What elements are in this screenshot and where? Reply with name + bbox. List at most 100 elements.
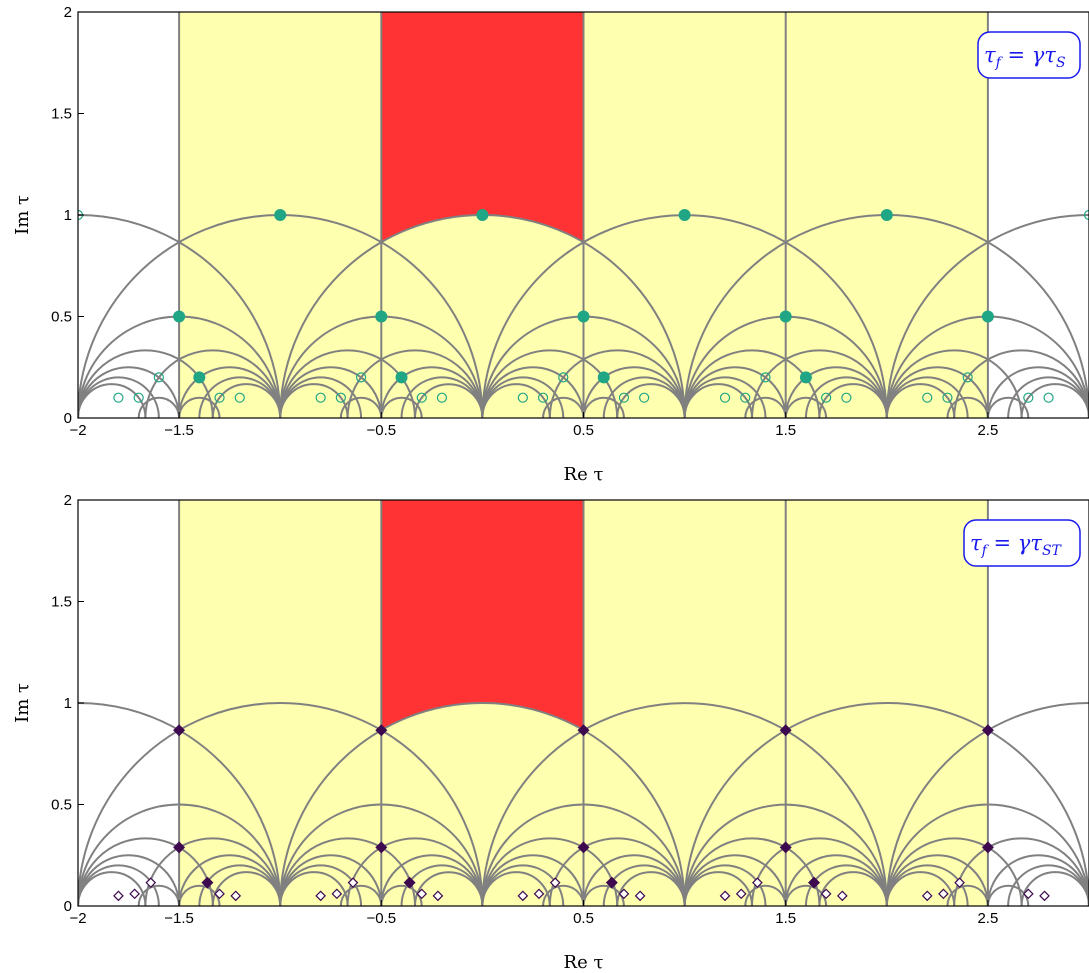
geodesic-arc [211, 871, 282, 906]
point [173, 724, 186, 737]
point [1039, 890, 1050, 902]
geodesic-arc [279, 702, 686, 906]
geodesic-arc [683, 349, 821, 418]
point [821, 392, 832, 403]
annotation-main: τ [984, 43, 996, 67]
geodesic-arc [137, 396, 181, 418]
fundamental-domain [381, 500, 584, 731]
x-tick-label: 2.5 [977, 422, 998, 439]
point [779, 310, 792, 323]
point [549, 877, 561, 889]
point [173, 841, 186, 854]
point [375, 724, 388, 737]
geodesic-arc [144, 837, 282, 906]
geodesic-arc [78, 366, 181, 418]
geodesic-arc [683, 837, 821, 906]
top-panel: −2 −1.5 −0.5 0.5 1.5 2.5 0 0.5 1 1.5 2 Re τ Im τ τ… [0, 4, 1089, 485]
geodesic-arc [0, 350, 11, 418]
svg-text:τf = γτST: τf = γτST [970, 531, 1063, 559]
point [981, 841, 994, 854]
annotation-sub2: ST [1042, 543, 1063, 559]
point [779, 841, 792, 854]
geodesic-arc [481, 837, 619, 906]
x-tick-label: 2.5 [977, 910, 998, 927]
point [416, 392, 427, 403]
geodesic-arc [542, 884, 585, 906]
geodesic-arc [481, 871, 551, 906]
point [577, 724, 590, 737]
point [1022, 888, 1034, 900]
geodesic-arc [885, 803, 1089, 906]
formula-annotation: τf = γτS [977, 31, 1081, 79]
image-region [381, 703, 584, 906]
point [517, 890, 529, 902]
point [740, 392, 751, 403]
geodesic-arc [481, 702, 888, 906]
geodesic-arc [78, 406, 79, 418]
point [605, 876, 618, 889]
point [597, 371, 610, 384]
geodesic-arc [683, 803, 888, 906]
point [395, 371, 408, 384]
geodesic-arc [953, 349, 1089, 418]
point [533, 888, 545, 900]
geodesic-arc [683, 702, 1089, 906]
x-axis-title: Re τ [564, 464, 604, 485]
image-region [381, 215, 584, 418]
geodesic-arc [380, 366, 484, 418]
point [841, 392, 852, 403]
geodesic-arc [784, 884, 828, 906]
point [678, 209, 691, 221]
geodesic-arc [78, 214, 282, 418]
point [618, 392, 630, 403]
x-tick-label: −0.5 [366, 910, 396, 927]
point [113, 890, 124, 902]
geodesic-arc [78, 894, 79, 906]
geodesic-arc [0, 398, 17, 418]
point [201, 876, 214, 889]
geodesic-arc [211, 383, 282, 418]
point [752, 877, 763, 889]
point [577, 310, 590, 323]
x-tick-label: 1.5 [775, 422, 796, 439]
axis-ticks: −2 −1.5 −0.5 0.5 1.5 2.5 0 0.5 1 1.5 2 [51, 4, 998, 439]
point [335, 392, 346, 403]
point [954, 877, 965, 889]
point [436, 392, 448, 403]
geodesic-arc [885, 837, 1023, 906]
y-axis-title: Im τ [12, 683, 33, 723]
geodesic-arc [78, 404, 79, 418]
annotation-sub1: f [981, 543, 990, 559]
geodesic-arc [582, 884, 625, 906]
point [476, 209, 489, 221]
geodesic-arc [784, 854, 888, 906]
geodesic-arc [414, 383, 484, 418]
geodesic-arc [481, 803, 686, 906]
geodesic-arc [986, 396, 1030, 418]
geodesic-arc [339, 884, 383, 906]
plot-area [0, 12, 1089, 418]
x-tick-label: −2 [69, 422, 86, 439]
geodesic-arc [78, 892, 79, 906]
geodesic-arc [78, 349, 214, 418]
point [230, 890, 242, 902]
y-axis-title: Im τ [12, 195, 33, 235]
geodesic-arc [279, 349, 416, 418]
geodesic-arc [683, 383, 753, 418]
geodesic-arc [380, 396, 423, 418]
geodesic-arc [481, 349, 619, 418]
y-tick-label: 2 [64, 4, 72, 21]
annotation-sub2: S [1056, 55, 1066, 71]
point [1083, 209, 1089, 221]
geodesic-arc [885, 702, 1089, 906]
point [558, 372, 569, 383]
geodesic-arc [346, 837, 484, 906]
point [153, 372, 164, 383]
annotation-box [977, 31, 1081, 79]
geodesic-arc [144, 349, 282, 418]
point [808, 876, 821, 889]
geodesic-arc [744, 396, 787, 418]
geodesic-arc [279, 871, 349, 906]
point [375, 841, 388, 854]
geodesic-arc [885, 214, 1089, 418]
